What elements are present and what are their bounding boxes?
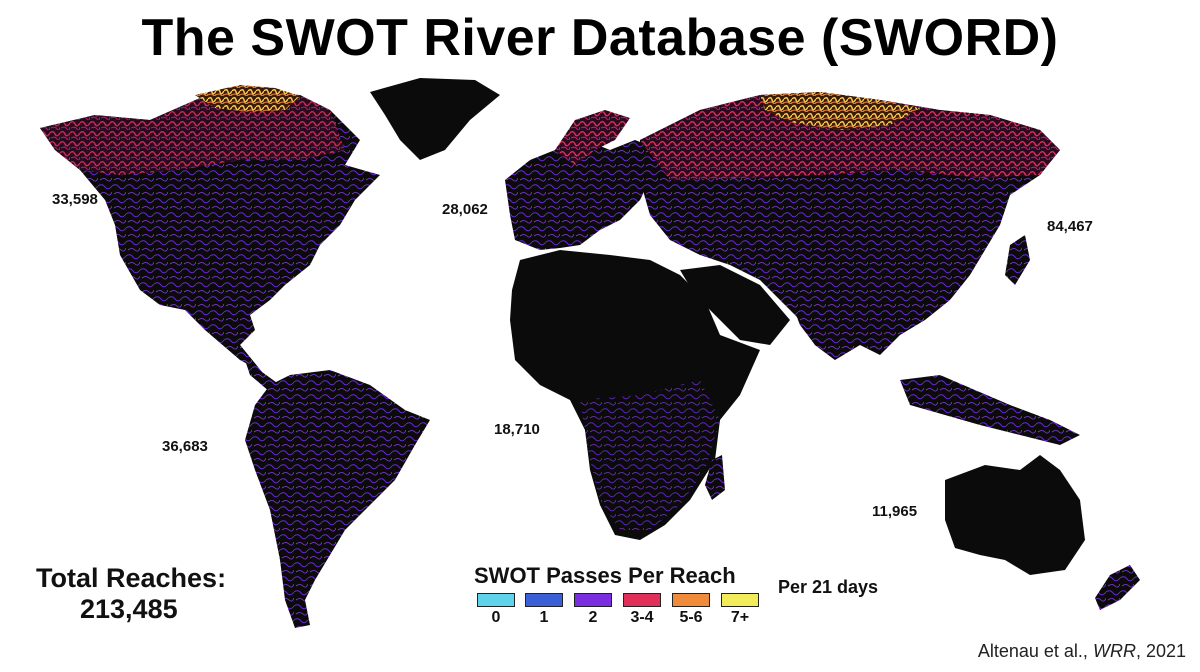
citation-journal: WRR — [1092, 641, 1136, 661]
arctic-siberia — [760, 92, 920, 130]
south-america-count: 36,683 — [162, 438, 208, 455]
legend-label-5-6: 5-6 — [679, 609, 703, 626]
africa-count: 18,710 — [494, 421, 540, 438]
japan — [1005, 235, 1030, 285]
southeast-asia-islands — [900, 375, 1080, 445]
australia-landmass — [945, 455, 1085, 575]
legend-label-0: 0 — [491, 609, 501, 626]
legend-label-7plus: 7+ — [730, 609, 750, 626]
scandinavia — [555, 110, 630, 165]
page-title: The SWOT River Database (SWORD) — [141, 9, 1059, 67]
south-america-landmass — [245, 370, 430, 628]
legend-swatch-2 — [574, 593, 612, 607]
greenland — [370, 78, 500, 160]
europe-count: 28,062 — [442, 201, 488, 218]
legend-label-1: 1 — [539, 609, 549, 626]
arabia — [680, 265, 790, 345]
legend-swatch-0 — [477, 593, 515, 607]
legend-label-3-4: 3-4 — [630, 609, 654, 626]
canadian-archipelago — [195, 85, 300, 112]
legend-label-2: 2 — [588, 609, 598, 626]
africa-rivers — [580, 380, 720, 530]
legend-swatch-1 — [525, 593, 563, 607]
legend-swatch-7plus — [721, 593, 759, 607]
oceania-count: 11,965 — [872, 503, 918, 520]
legend-subtitle: Per 21 days — [778, 577, 879, 597]
siberia-band — [640, 92, 1060, 180]
legend-swatch-5-6 — [672, 593, 710, 607]
india — [790, 300, 860, 360]
total-reaches-label: Total Reaches: — [36, 563, 227, 593]
total-reaches-value: 213,485 — [80, 594, 178, 624]
new-zealand — [1095, 565, 1140, 610]
north-america-arctic-band — [40, 92, 345, 175]
madagascar — [705, 455, 725, 500]
uk — [540, 160, 560, 195]
legend-title: SWOT Passes Per Reach — [474, 563, 736, 588]
citation-authors: Altenau et al., — [977, 641, 1088, 661]
legend-swatch-3-4 — [623, 593, 661, 607]
citation-year: , 2021 — [1135, 641, 1186, 661]
north-america-count: 33,598 — [52, 191, 98, 208]
asia-count: 84,467 — [1047, 218, 1093, 235]
citation: Altenau et al., WRR, 2021 — [978, 641, 1186, 662]
